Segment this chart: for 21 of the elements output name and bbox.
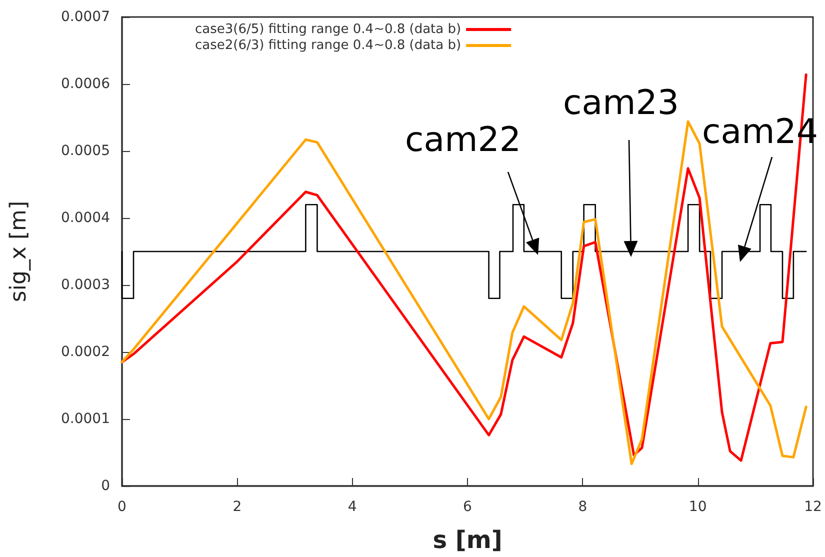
y-tick-label: 0 [101,478,110,494]
y-tick-label: 0.0002 [61,344,110,360]
x-tick-label: 2 [232,499,242,515]
legend-label: case2(6/3) fitting range 0.4~0.8 (data b) [194,38,462,53]
x-tick-label: 6 [463,499,472,515]
y-tick-label: 0.0001 [61,411,110,427]
y-tick-label: 0.0007 [61,9,110,25]
legend-label: case3(6/5) fitting range 0.4~0.8 (data b) [194,22,462,37]
x-axis-title: s [m] [432,526,502,554]
y-tick-label: 0.0003 [61,277,110,293]
annotation: cam23 [563,83,679,123]
y-tick-label: 0.0005 [61,143,110,159]
x-tick-label: 10 [688,499,707,515]
x-tick-label: 12 [804,499,822,515]
annotation: cam22 [405,120,521,160]
y-tick-label: 0.0004 [61,210,110,226]
x-tick-label: 0 [118,499,126,515]
x-tick-label: 4 [348,499,357,515]
y-tick-label: 0.0006 [61,76,110,92]
y-axis-title: sig_x [m] [6,200,32,302]
x-tick-label: 8 [578,499,588,515]
